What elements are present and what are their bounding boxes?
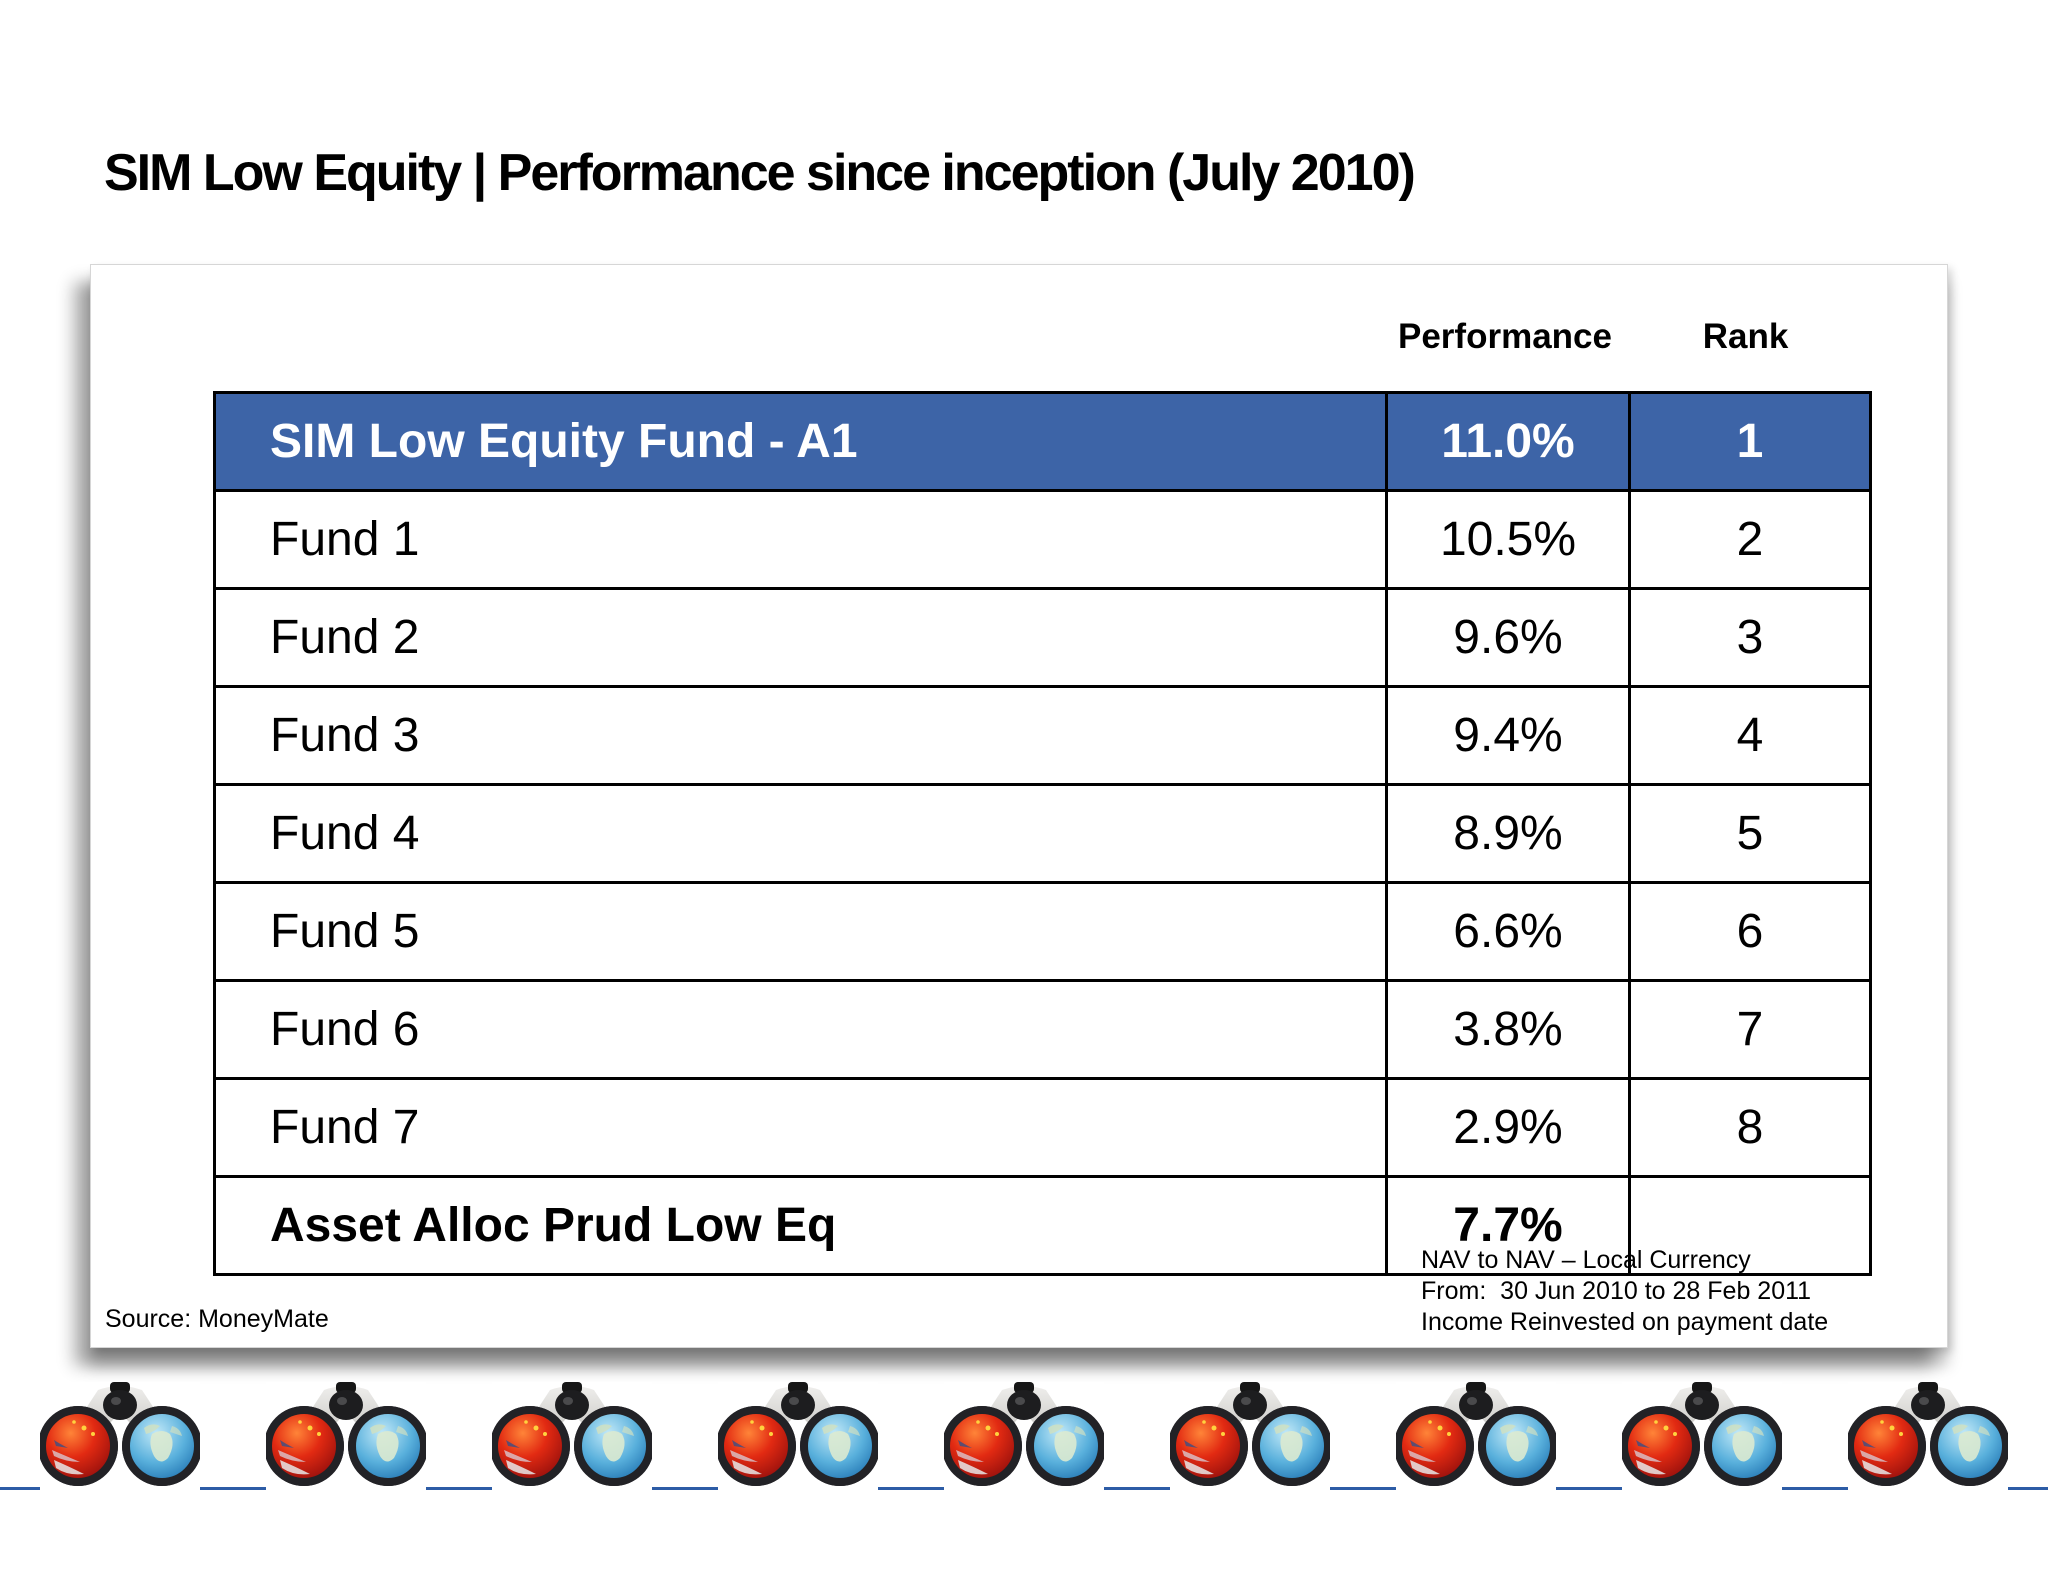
footnote-line: NAV to NAV – Local Currency (1421, 1246, 1751, 1274)
cell-rank: 7 (1628, 979, 1872, 1080)
cell-name: Fund 7 (213, 1077, 1388, 1178)
footnote-line: Income Reinvested on payment date (1421, 1308, 1829, 1336)
binoculars-globes-icon (492, 1382, 652, 1496)
cell-perf: 3.8% (1385, 979, 1631, 1080)
performance-table: SIM Low Equity Fund - A1 11.0% 1 Fund 1 10.5… (213, 391, 1872, 1276)
table-row: Fund 7 2.9% 8 (213, 1077, 1872, 1178)
cell-name: Asset Alloc Prud Low Eq (213, 1175, 1388, 1276)
table-row: Fund 4 8.9% 5 (213, 783, 1872, 884)
cell-rank: 3 (1628, 587, 1872, 688)
cell-perf: 11.0% (1385, 391, 1631, 492)
cell-name: Fund 3 (213, 685, 1388, 786)
table-row: Asset Alloc Prud Low Eq 7.7% (213, 1175, 1872, 1276)
source-note: Source: MoneyMate (105, 1305, 329, 1333)
table-row: Fund 5 6.6% 6 (213, 881, 1872, 982)
cell-name: Fund 5 (213, 881, 1388, 982)
cell-perf: 8.9% (1385, 783, 1631, 884)
cell-rank: 8 (1628, 1077, 1872, 1178)
table-row: Fund 6 3.8% 7 (213, 979, 1872, 1080)
binoculars-globes-icon (718, 1382, 878, 1496)
cell-name: Fund 2 (213, 587, 1388, 688)
cell-name: SIM Low Equity Fund - A1 (213, 391, 1388, 492)
cell-perf: 9.6% (1385, 587, 1631, 688)
binoculars-globes-icon (1622, 1382, 1782, 1496)
cell-perf: 9.4% (1385, 685, 1631, 786)
column-header-rank: Rank (1702, 317, 1789, 356)
cell-name: Fund 6 (213, 979, 1388, 1080)
cell-perf: 2.9% (1385, 1077, 1631, 1178)
column-header-performance: Performance (1398, 317, 1612, 356)
binoculars-globes-icon (266, 1382, 426, 1496)
cell-name: Fund 1 (213, 489, 1388, 590)
cell-rank (1628, 1175, 1872, 1276)
cell-rank: 6 (1628, 881, 1872, 982)
table-row: Fund 3 9.4% 4 (213, 685, 1872, 786)
cell-perf: 6.6% (1385, 881, 1631, 982)
cell-perf: 10.5% (1385, 489, 1631, 590)
binoculars-globes-icon (40, 1382, 200, 1496)
footnotes: NAV to NAV – Local Currency From: 30 Jun… (1421, 1245, 1828, 1338)
cell-perf: 7.7% (1385, 1175, 1631, 1276)
binoculars-globes-icon (1396, 1382, 1556, 1496)
table-panel: Performance Rank SIM Low Equity Fund - A… (90, 264, 1948, 1348)
cell-rank: 2 (1628, 489, 1872, 590)
cell-rank: 1 (1628, 391, 1872, 492)
table-row: Fund 1 10.5% 2 (213, 489, 1872, 590)
cell-name: Fund 4 (213, 783, 1388, 884)
binoculars-globes-icon (1170, 1382, 1330, 1496)
binoculars-globes-icon (1848, 1382, 2008, 1496)
binoculars-decoration (0, 1382, 2048, 1496)
table-row: Fund 2 9.6% 3 (213, 587, 1872, 688)
cell-rank: 5 (1628, 783, 1872, 884)
page-title: SIM Low Equity | Performance since incep… (104, 143, 1416, 202)
table-row: SIM Low Equity Fund - A1 11.0% 1 (213, 391, 1872, 492)
binoculars-globes-icon (944, 1382, 1104, 1496)
cell-rank: 4 (1628, 685, 1872, 786)
footnote-line: From: 30 Jun 2010 to 28 Feb 2011 (1421, 1277, 1812, 1305)
